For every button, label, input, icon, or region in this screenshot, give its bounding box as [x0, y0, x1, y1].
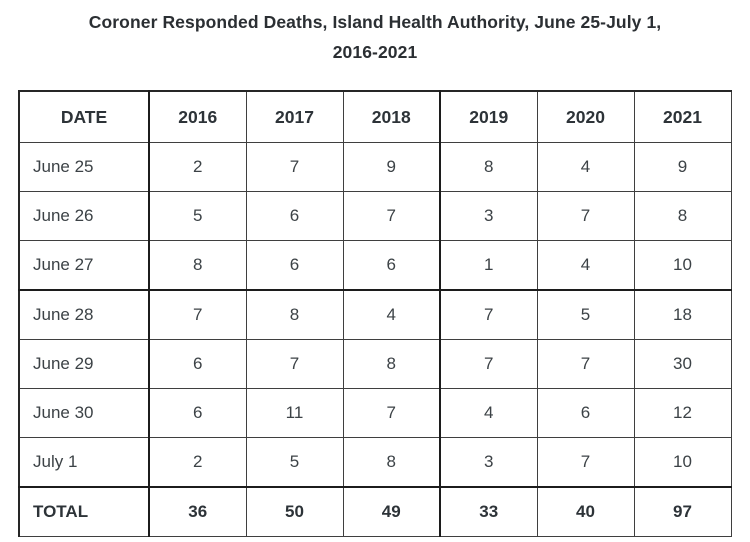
value-cell: 6 — [342, 240, 441, 291]
value-cell: 7 — [439, 339, 538, 389]
value-cell: 6 — [148, 339, 247, 389]
total-label-cell: TOTAL — [18, 486, 150, 537]
total-value-cell: 33 — [439, 486, 538, 537]
header-row: DATE 2016 2017 2018 2019 2020 2021 — [18, 90, 732, 143]
value-cell: 6 — [245, 240, 344, 291]
chart-title-line-1: Coroner Responded Deaths, Island Health … — [88, 12, 662, 32]
header-cell-2020: 2020 — [536, 90, 635, 143]
value-cell: 9 — [633, 142, 732, 192]
value-cell: 6 — [536, 388, 635, 438]
header-cell-2019: 2019 — [439, 90, 538, 143]
value-cell: 7 — [342, 388, 441, 438]
total-value-cell: 40 — [536, 486, 635, 537]
value-cell: 1 — [439, 240, 538, 291]
value-cell: 5 — [148, 191, 247, 241]
value-cell: 10 — [633, 240, 732, 291]
value-cell: 8 — [148, 240, 247, 291]
value-cell: 6 — [148, 388, 247, 438]
header-cell-2018: 2018 — [342, 90, 441, 143]
value-cell: 7 — [536, 339, 635, 389]
value-cell: 5 — [245, 437, 344, 488]
value-cell: 7 — [536, 437, 635, 488]
value-cell: 10 — [633, 437, 732, 488]
table-row: June 27 8 6 6 1 4 10 — [18, 240, 732, 291]
table-row: June 30 6 11 7 4 6 12 — [18, 388, 732, 438]
date-cell: June 28 — [18, 289, 150, 340]
value-cell: 4 — [439, 388, 538, 438]
value-cell: 7 — [439, 289, 538, 340]
value-cell: 2 — [148, 437, 247, 488]
table-row: June 25 2 7 9 8 4 9 — [18, 142, 732, 192]
chart-title-line-2: 2016-2021 — [332, 42, 418, 62]
total-value-cell: 36 — [148, 486, 247, 537]
value-cell: 7 — [245, 142, 344, 192]
date-cell: July 1 — [18, 437, 150, 488]
value-cell: 5 — [536, 289, 635, 340]
value-cell: 7 — [342, 191, 441, 241]
value-cell: 7 — [148, 289, 247, 340]
header-cell-2021: 2021 — [633, 90, 732, 143]
header-cell-2016: 2016 — [148, 90, 247, 143]
value-cell: 18 — [633, 289, 732, 340]
header-cell-2017: 2017 — [245, 90, 344, 143]
value-cell: 7 — [536, 191, 635, 241]
value-cell: 4 — [536, 142, 635, 192]
value-cell: 6 — [245, 191, 344, 241]
value-cell: 3 — [439, 191, 538, 241]
value-cell: 8 — [245, 289, 344, 340]
date-cell: June 27 — [18, 240, 150, 291]
table-row: June 29 6 7 8 7 7 30 — [18, 339, 732, 389]
table-row: June 28 7 8 4 7 5 18 — [18, 289, 732, 340]
value-cell: 8 — [439, 142, 538, 192]
value-cell: 4 — [342, 289, 441, 340]
header-cell-date: DATE — [18, 90, 150, 143]
value-cell: 8 — [342, 437, 441, 488]
value-cell: 4 — [536, 240, 635, 291]
value-cell: 2 — [148, 142, 247, 192]
value-cell: 8 — [342, 339, 441, 389]
total-value-cell: 97 — [633, 486, 732, 537]
table-row: July 1 2 5 8 3 7 10 — [18, 437, 732, 488]
value-cell: 30 — [633, 339, 732, 389]
value-cell: 12 — [633, 388, 732, 438]
date-cell: June 29 — [18, 339, 150, 389]
table-row: June 26 5 6 7 3 7 8 — [18, 191, 732, 241]
total-row: TOTAL 36 50 49 33 40 97 — [18, 486, 732, 537]
total-value-cell: 50 — [245, 486, 344, 537]
value-cell: 3 — [439, 437, 538, 488]
date-cell: June 30 — [18, 388, 150, 438]
date-cell: June 25 — [18, 142, 150, 192]
date-cell: June 26 — [18, 191, 150, 241]
value-cell: 11 — [245, 388, 344, 438]
total-value-cell: 49 — [342, 486, 441, 537]
data-table: DATE 2016 2017 2018 2019 2020 2021 June … — [18, 90, 732, 537]
value-cell: 8 — [633, 191, 732, 241]
chart-title: Coroner Responded Deaths, Island Health … — [0, 0, 750, 67]
value-cell: 7 — [245, 339, 344, 389]
value-cell: 9 — [342, 142, 441, 192]
